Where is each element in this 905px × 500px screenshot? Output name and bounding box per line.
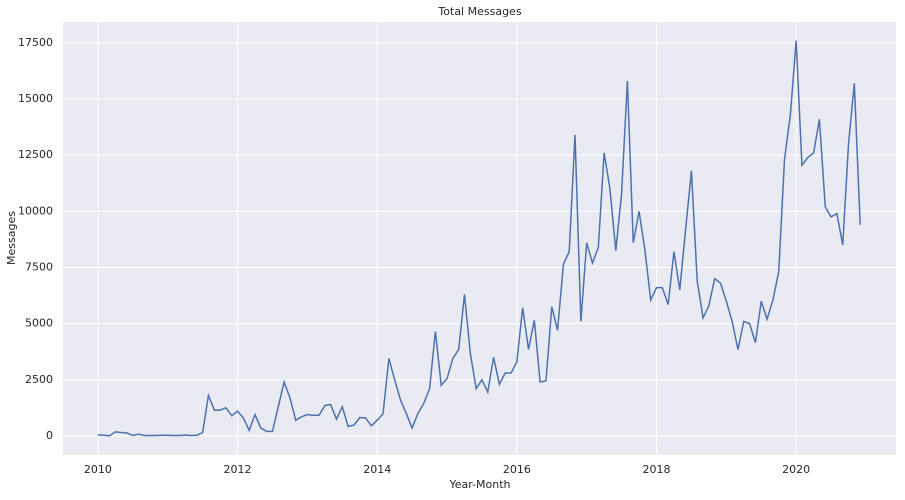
- y-tick-label: 12500: [18, 148, 53, 161]
- plot-area: [63, 22, 896, 455]
- y-tick-label: 17500: [18, 36, 53, 49]
- x-tick-label: 2014: [363, 463, 391, 476]
- y-tick-label: 10000: [18, 204, 53, 217]
- x-tick-label: 2016: [503, 463, 531, 476]
- x-tick-label: 2020: [782, 463, 810, 476]
- y-tick-label: 15000: [18, 92, 53, 105]
- x-tick-label: 2012: [224, 463, 252, 476]
- y-tick-label: 7500: [25, 260, 53, 273]
- series-line: [97, 40, 861, 437]
- y-tick-label: 5000: [25, 317, 53, 330]
- y-tick-label: 2500: [25, 373, 53, 386]
- x-tick-label: 2018: [643, 463, 671, 476]
- y-tick-label: 0: [46, 429, 53, 442]
- y-axis-label: Messages: [5, 211, 18, 265]
- chart-title: Total Messages: [437, 5, 521, 18]
- x-tick-label: 2010: [84, 463, 112, 476]
- x-axis-label: Year-Month: [448, 478, 510, 491]
